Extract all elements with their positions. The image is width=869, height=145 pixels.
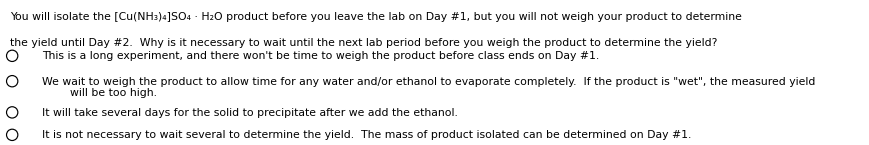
Text: It is not necessary to wait several to determine the yield.  The mass of product: It is not necessary to wait several to d… [42, 130, 690, 141]
Text: We wait to weigh the product to allow time for any water and/or ethanol to evapo: We wait to weigh the product to allow ti… [42, 77, 814, 98]
Text: It will take several days for the solid to precipitate after we add the ethanol.: It will take several days for the solid … [42, 108, 457, 118]
Text: You will isolate the [Cu(NH₃)₄]SO₄ · H₂O product before you leave the lab on Day: You will isolate the [Cu(NH₃)₄]SO₄ · H₂O… [10, 12, 741, 22]
Text: This is a long experiment, and there won't be time to weigh the product before c: This is a long experiment, and there won… [42, 51, 599, 61]
Text: the yield until Day #2.  Why is it necessary to wait until the next lab period b: the yield until Day #2. Why is it necess… [10, 38, 717, 48]
